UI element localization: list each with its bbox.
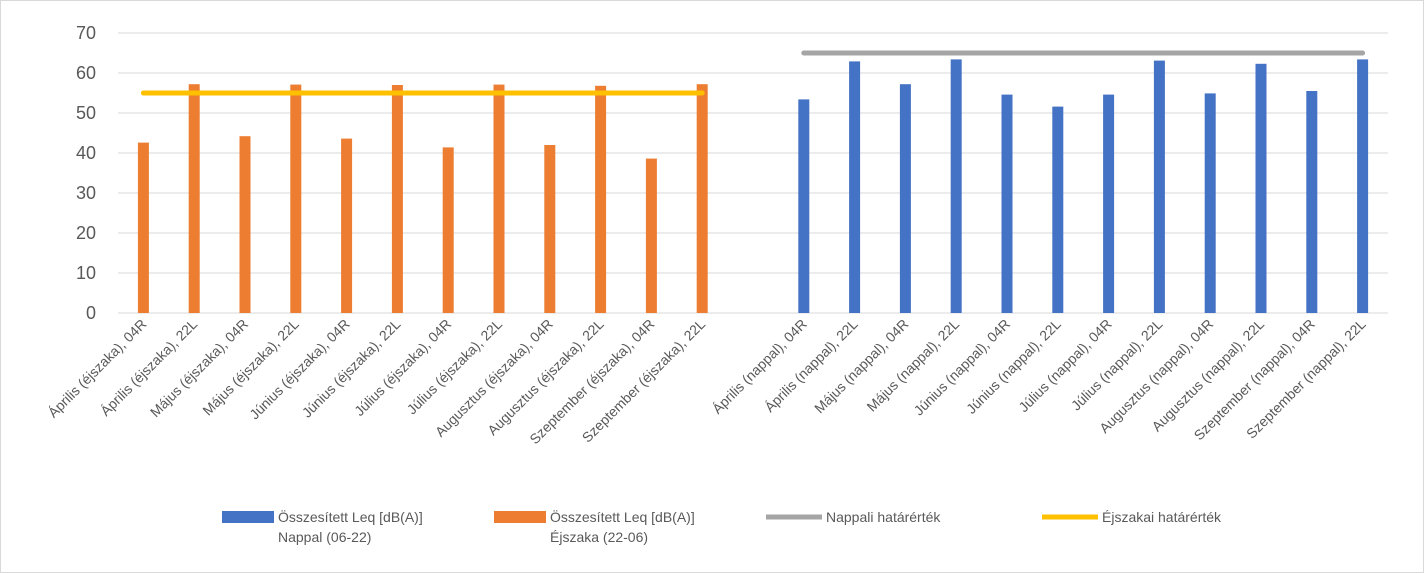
x-tick-label: Április (nappal), 22L [761, 316, 861, 416]
bar [391, 85, 403, 313]
x-tick-label: Június (nappal), 04R [910, 316, 1013, 419]
x-tick-label: Május (nappal), 04R [811, 316, 911, 416]
y-tick-label: 70 [76, 23, 96, 43]
x-tick-label: Május (éjszaka), 22L [199, 316, 302, 419]
legend-label: Összesített Leq [dB(A)] Nappal (06-22) [278, 508, 423, 545]
x-tick-label: Július (éjszaka), 04R [351, 316, 454, 419]
bar [188, 84, 200, 313]
bar [595, 85, 607, 313]
x-tick-label: Április (éjszaka), 04R [45, 316, 150, 421]
y-tick-label: 20 [76, 223, 96, 243]
legend-label: Nappali határérték [826, 509, 941, 525]
gridlines [118, 32, 1388, 314]
threshold-lines [140, 50, 1366, 96]
bar [1255, 63, 1267, 313]
x-tick-label: Június (éjszaka), 04R [246, 316, 353, 423]
x-tick-label: Április (éjszaka), 22L [97, 316, 200, 419]
bar [950, 59, 962, 314]
legend-label: Összesített Leq [dB(A)] Éjszaka (22-06) [550, 508, 695, 545]
bars [137, 59, 1369, 314]
bar [645, 158, 657, 313]
bar [442, 147, 454, 313]
bar [1103, 94, 1115, 313]
legend: Összesített Leq [dB(A)] Nappal (06-22) Öss… [222, 508, 1222, 545]
y-tick-label: 60 [76, 63, 96, 83]
x-tick-label: Május (éjszaka), 04R [147, 316, 251, 420]
y-tick-label: 40 [76, 143, 96, 163]
x-tick-label: Július (nappal), 04R [1015, 316, 1114, 415]
bar [341, 138, 353, 313]
legend-swatch [222, 511, 274, 523]
bar [1052, 106, 1064, 313]
legend-swatch [494, 511, 546, 523]
y-axis: 0 10 20 30 40 50 60 70 [76, 23, 96, 323]
bar [798, 99, 810, 314]
x-tick-label: Május (nappal), 22L [864, 316, 963, 415]
x-tick-label: Július (éjszaka), 22L [404, 316, 506, 418]
bar [1153, 60, 1165, 313]
bar [239, 136, 251, 313]
bar [290, 84, 302, 313]
bar [1204, 93, 1216, 314]
y-tick-label: 50 [76, 103, 96, 123]
bar [1001, 94, 1013, 313]
bar [544, 145, 556, 313]
x-tick-label: Június (éjszaka), 22L [299, 316, 404, 421]
y-tick-label: 0 [86, 303, 96, 323]
bar [696, 84, 708, 313]
bar [849, 61, 861, 314]
x-tick-label: Április (nappal), 04R [709, 316, 810, 417]
bar [1306, 91, 1318, 313]
legend-label: Éjszakai határérték [1102, 509, 1222, 525]
y-tick-label: 10 [76, 263, 96, 283]
x-tick-label: Június (nappal), 22L [963, 316, 1064, 417]
bar [493, 84, 505, 313]
y-tick-label: 30 [76, 183, 96, 203]
bar [1357, 59, 1369, 314]
bar [137, 142, 149, 313]
bar [899, 84, 911, 313]
x-tick-label: Július (nappal), 22L [1068, 316, 1166, 414]
